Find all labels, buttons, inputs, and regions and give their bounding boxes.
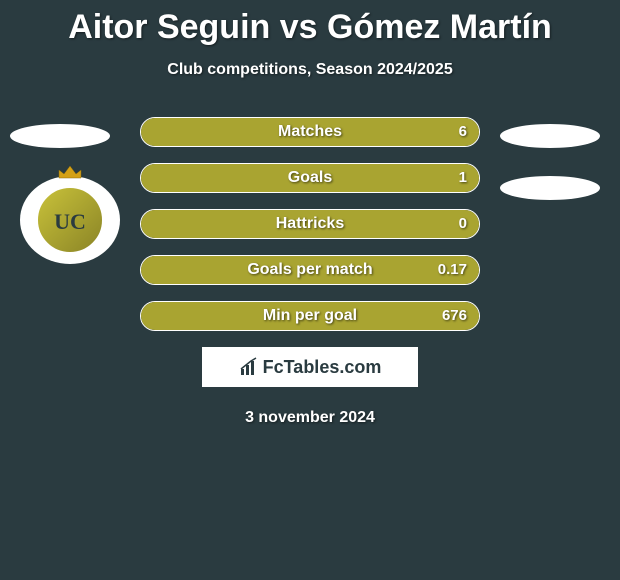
page-title: Aitor Seguin vs Gómez Martín xyxy=(0,0,620,47)
chart-icon xyxy=(239,357,259,377)
decorative-ellipse xyxy=(10,124,110,148)
subtitle: Club competitions, Season 2024/2025 xyxy=(0,61,620,79)
stat-label: Goals per match xyxy=(141,256,479,284)
brand-box[interactable]: FcTables.com xyxy=(202,347,418,387)
stat-value: 0.17 xyxy=(438,256,467,284)
decorative-ellipse xyxy=(500,124,600,148)
stat-row: Hattricks0 xyxy=(140,209,480,239)
date-text: 3 november 2024 xyxy=(0,409,620,427)
club-monogram: UC xyxy=(54,209,86,235)
brand-text: FcTables.com xyxy=(263,357,382,378)
decorative-ellipse xyxy=(500,176,600,200)
stat-value: 676 xyxy=(442,302,467,330)
stat-value: 1 xyxy=(459,164,467,192)
stat-row: Goals1 xyxy=(140,163,480,193)
comparison-panel: Matches6Goals1Hattricks0Goals per match0… xyxy=(0,117,620,427)
stat-label: Goals xyxy=(141,164,479,192)
club-badge-inner: UC xyxy=(35,185,105,255)
stat-row: Matches6 xyxy=(140,117,480,147)
club-badge: UC xyxy=(20,176,120,264)
stat-label: Hattricks xyxy=(141,210,479,238)
stat-value: 6 xyxy=(459,118,467,146)
stat-row: Min per goal676 xyxy=(140,301,480,331)
stat-value: 0 xyxy=(459,210,467,238)
stat-row: Goals per match0.17 xyxy=(140,255,480,285)
stat-label: Min per goal xyxy=(141,302,479,330)
stat-label: Matches xyxy=(141,118,479,146)
crown-icon xyxy=(57,164,83,180)
